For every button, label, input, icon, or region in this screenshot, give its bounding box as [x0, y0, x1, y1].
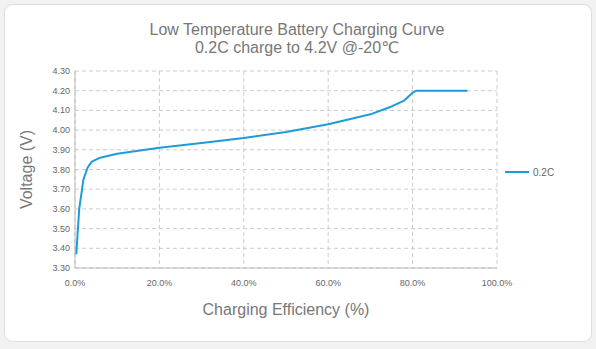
- y-tick-label: 3.90: [52, 145, 70, 155]
- grid-line: [412, 71, 413, 268]
- grid-line: [75, 110, 497, 111]
- title: Low Temperature Battery Charging Curve: [150, 21, 445, 38]
- grid-line: [75, 248, 497, 249]
- x-axis-title: Charging Efficiency (%): [203, 301, 370, 318]
- y-tick-label: 3.30: [52, 263, 70, 273]
- x-tick-label: 40.0%: [231, 278, 257, 288]
- series-line: [76, 91, 467, 255]
- y-tick-label: 4.10: [52, 105, 70, 115]
- y-tick-label: 3.50: [52, 224, 70, 234]
- grid-line: [75, 268, 497, 269]
- legend-swatch: [505, 171, 529, 173]
- y-tick-label: 3.80: [52, 165, 70, 175]
- grid-line: [75, 71, 497, 72]
- grid-line: [328, 71, 329, 268]
- x-tick-label: 100.0%: [482, 278, 513, 288]
- grid-line: [75, 189, 497, 190]
- card: [5, 5, 592, 342]
- x-tick-label: 80.0%: [400, 278, 426, 288]
- y-tick-label: 3.40: [52, 243, 70, 253]
- y-tick-label: 3.60: [52, 204, 70, 214]
- y-tick-label: 3.70: [52, 184, 70, 194]
- x-axis: [75, 268, 497, 269]
- grid-line: [243, 71, 244, 268]
- grid-line: [75, 208, 497, 209]
- grid-line: [75, 130, 497, 131]
- y-tick-label: 4.00: [52, 125, 70, 135]
- y-tick-label: 4.30: [52, 66, 70, 76]
- subtitle: 0.2C charge to 4.2V @-20℃: [195, 39, 399, 56]
- grid-line: [497, 71, 498, 268]
- grid-line: [159, 71, 160, 268]
- legend-label: 0.2C: [533, 167, 554, 178]
- x-tick-label: 20.0%: [147, 278, 173, 288]
- x-tick-label: 0.0%: [65, 278, 86, 288]
- x-tick-label: 60.0%: [315, 278, 341, 288]
- y-axis: [75, 71, 76, 268]
- y-tick-label: 4.20: [52, 86, 70, 96]
- grid-line: [75, 71, 76, 268]
- y-axis-title: Voltage (V): [18, 130, 35, 209]
- plot-area: [76, 91, 467, 255]
- grid-line: [75, 228, 497, 229]
- grid-line: [75, 169, 497, 170]
